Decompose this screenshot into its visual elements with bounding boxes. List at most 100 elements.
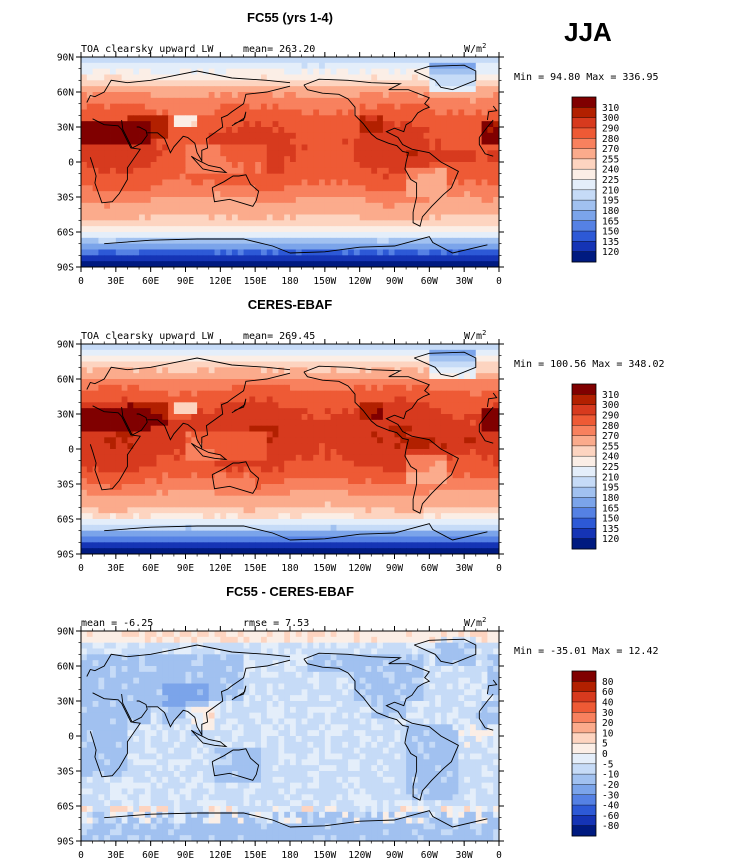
field-cell bbox=[481, 115, 488, 122]
field-cell bbox=[127, 425, 134, 432]
field-cell bbox=[342, 127, 349, 134]
field-cell bbox=[81, 167, 88, 175]
field-cell bbox=[243, 132, 250, 140]
field-cell bbox=[458, 472, 465, 479]
field-cell bbox=[417, 355, 424, 362]
field-cell bbox=[156, 191, 163, 198]
field-cell bbox=[330, 443, 337, 450]
field-cell bbox=[162, 109, 169, 116]
field-cell bbox=[446, 367, 453, 374]
field-cell bbox=[173, 419, 181, 427]
field-cell bbox=[440, 92, 448, 99]
field-cell bbox=[202, 208, 210, 215]
field-cell bbox=[481, 185, 488, 192]
field-cell bbox=[86, 243, 94, 250]
field-cell bbox=[313, 80, 320, 87]
field-cell bbox=[493, 489, 500, 497]
field-cell bbox=[231, 419, 239, 427]
field-cell bbox=[156, 62, 163, 70]
field-cell bbox=[382, 373, 390, 380]
field-cell bbox=[121, 74, 128, 81]
field-cell bbox=[290, 80, 297, 87]
field-cell bbox=[220, 74, 227, 81]
field-cell bbox=[144, 115, 152, 122]
field-cell bbox=[458, 197, 465, 204]
field-cell bbox=[156, 501, 163, 508]
field-cell bbox=[307, 162, 314, 169]
field-cell bbox=[371, 501, 378, 508]
field-cell bbox=[255, 156, 262, 163]
field-cell bbox=[104, 138, 111, 145]
field-cell bbox=[440, 150, 448, 157]
field-cell bbox=[278, 226, 285, 233]
field-cell bbox=[156, 109, 163, 116]
field-cell bbox=[162, 437, 169, 444]
field-cell bbox=[382, 232, 390, 239]
field-cell bbox=[98, 478, 105, 485]
field-cell bbox=[290, 232, 297, 239]
field-cell bbox=[168, 425, 175, 432]
field-cell bbox=[272, 478, 279, 485]
field-cell bbox=[336, 443, 343, 450]
field-cell bbox=[359, 86, 366, 93]
field-cell bbox=[388, 68, 395, 75]
field-cell bbox=[487, 414, 494, 421]
field-cell bbox=[121, 484, 128, 491]
field-cell bbox=[359, 150, 366, 157]
field-cell bbox=[260, 185, 268, 192]
field-cell bbox=[464, 460, 471, 467]
field-cell bbox=[191, 454, 198, 462]
field-cell bbox=[278, 484, 285, 491]
field-cell bbox=[458, 156, 465, 163]
field-cell bbox=[266, 367, 273, 374]
field-cell bbox=[469, 162, 477, 169]
field-cell bbox=[162, 355, 169, 362]
field-cell bbox=[191, 384, 198, 392]
field-cell bbox=[150, 214, 157, 221]
field-cell bbox=[104, 121, 111, 128]
field-cell bbox=[110, 127, 117, 134]
field-cell bbox=[266, 220, 273, 227]
field-cell bbox=[371, 109, 378, 116]
field-cell bbox=[220, 361, 227, 368]
field-cell bbox=[464, 109, 471, 116]
field-cell bbox=[319, 449, 326, 456]
field-cell bbox=[179, 419, 186, 427]
field-cell bbox=[162, 513, 169, 520]
field-cell bbox=[179, 425, 186, 432]
field-cell bbox=[98, 460, 105, 467]
field-cell bbox=[226, 197, 233, 204]
field-cell bbox=[336, 74, 343, 81]
field-cell bbox=[423, 379, 430, 386]
field-cell bbox=[121, 80, 128, 87]
field-cell bbox=[313, 384, 320, 392]
field-cell bbox=[290, 489, 297, 497]
field-cell bbox=[452, 156, 459, 163]
field-cell bbox=[139, 115, 146, 122]
field-cell bbox=[208, 150, 215, 157]
field-cell bbox=[214, 478, 221, 485]
field-cell bbox=[353, 109, 361, 116]
field-cell bbox=[220, 261, 227, 268]
field-cell bbox=[324, 109, 332, 116]
field-cell bbox=[382, 484, 390, 491]
field-cell bbox=[226, 513, 233, 520]
field-cell bbox=[301, 255, 308, 262]
field-cell bbox=[191, 466, 198, 473]
field-cell bbox=[336, 373, 343, 380]
field-cell bbox=[353, 191, 361, 198]
field-cell bbox=[440, 408, 448, 415]
field-cell bbox=[121, 202, 128, 210]
field-cell bbox=[127, 460, 134, 467]
field-cell bbox=[411, 431, 419, 438]
field-cell bbox=[110, 449, 117, 456]
field-cell bbox=[92, 232, 99, 239]
field-cell bbox=[301, 414, 308, 421]
field-cell bbox=[411, 97, 419, 105]
field-cell bbox=[284, 103, 291, 110]
field-cell bbox=[243, 243, 250, 250]
field-cell bbox=[255, 454, 262, 462]
field-cell bbox=[411, 80, 419, 87]
field-cell bbox=[237, 344, 244, 351]
field-cell bbox=[243, 255, 250, 262]
